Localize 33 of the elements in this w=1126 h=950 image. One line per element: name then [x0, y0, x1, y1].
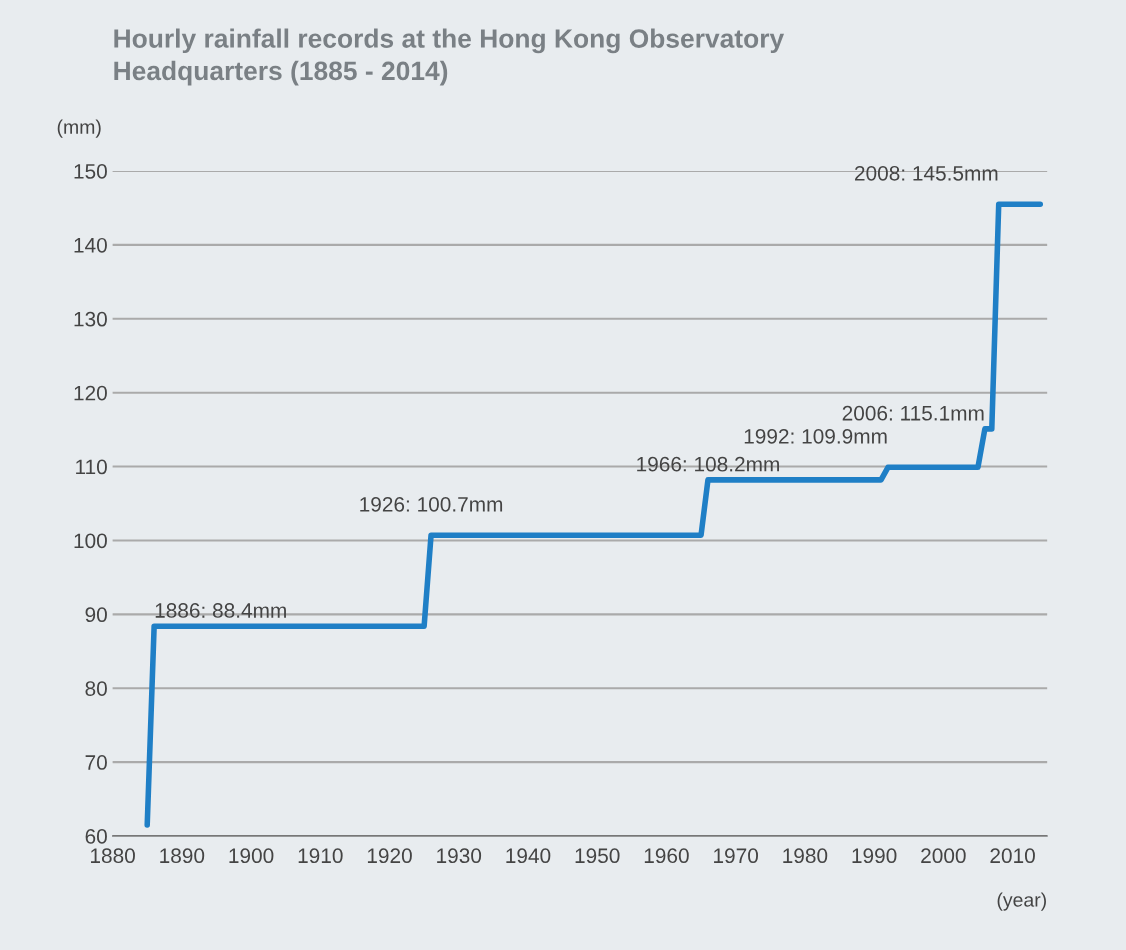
annotation: 1886: 88.4mm [155, 603, 286, 618]
y-tick-label: 140 [74, 237, 107, 253]
y-tick-label: 120 [74, 385, 107, 401]
x-tick-label: 1960 [644, 848, 689, 864]
x-tick-label: 1940 [506, 848, 551, 864]
y-tick-label: 150 [74, 164, 107, 179]
annotation: 1966: 108.2mm [637, 456, 779, 472]
y-tick-label: 60 [85, 829, 107, 844]
annotation: 1992: 109.9mm [744, 428, 887, 444]
x-tick-label: 1910 [298, 848, 343, 864]
x-tick-label: 1920 [367, 848, 412, 864]
x-tick-label: 1900 [229, 848, 274, 864]
y-tick-label: 130 [74, 311, 107, 327]
y-tick-label: 100 [74, 533, 107, 549]
x-tick-label: 1930 [437, 848, 482, 864]
x-tick-label: 1950 [575, 848, 620, 864]
x-tick-label: 2000 [921, 848, 966, 864]
x-tick-label: 1880 [91, 848, 135, 864]
annotation: 2006: 115.1mm [842, 405, 984, 421]
x-tick-label: 1980 [783, 848, 828, 864]
y-tick-label: 80 [85, 681, 107, 696]
annotation: 1926: 100.7mm [360, 496, 503, 512]
x-tick-label: 1990 [852, 848, 897, 864]
annotation: 2008: 145.5mm [855, 165, 998, 181]
chart-title: Hourly rainfall records at the Hong Kong Observatory Headquarters (1885 - 2014) [114, 28, 785, 86]
x-tick-label: 2010 [990, 848, 1035, 864]
x-tick-label: 1890 [160, 848, 205, 864]
y-tick-label: 110 [76, 459, 107, 475]
y-tick-label: 70 [85, 755, 107, 770]
y-axis-title: (mm) [57, 119, 101, 138]
x-axis-title: (year) [997, 892, 1046, 911]
y-tick-label: 90 [85, 607, 107, 623]
x-tick-label: 1970 [714, 848, 759, 864]
